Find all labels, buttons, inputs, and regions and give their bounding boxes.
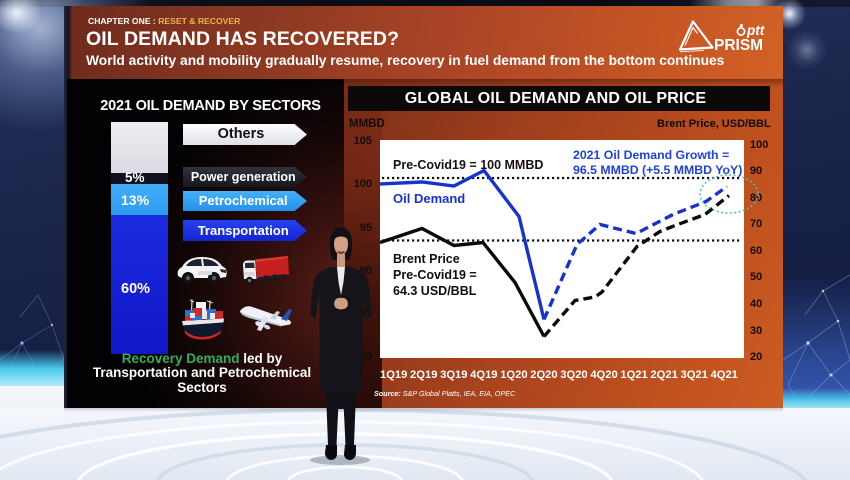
svg-text:PRISM: PRISM	[714, 37, 763, 53]
svg-text:ptt: ptt	[746, 23, 765, 38]
